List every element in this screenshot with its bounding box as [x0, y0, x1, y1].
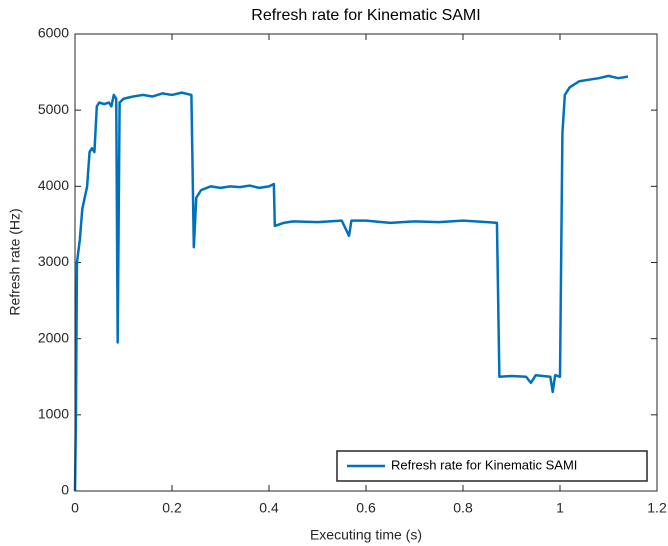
y-tick-label: 0 — [61, 482, 69, 498]
legend-box — [336, 450, 648, 482]
y-axis-label: Refresh rate (Hz) — [7, 208, 23, 315]
y-tick-label: 3000 — [38, 253, 69, 269]
x-tick-label: 0.8 — [453, 500, 473, 516]
y-tick-label: 6000 — [38, 25, 69, 41]
plot-frame — [74, 33, 658, 492]
x-tick-label: 1.2 — [647, 500, 667, 516]
x-tick-label: 0 — [71, 500, 79, 516]
legend-label: Refresh rate for Kinematic SAMI — [391, 457, 577, 472]
y-tick-label: 4000 — [38, 177, 69, 193]
x-tick-label: 1 — [556, 500, 564, 516]
x-tick-label: 0.2 — [162, 500, 182, 516]
x-axis-label: Executing time (s) — [310, 527, 422, 543]
x-tick-label: 0.4 — [259, 500, 279, 516]
y-tick-label: 5000 — [38, 101, 69, 117]
x-tick-label: 0.6 — [356, 500, 376, 516]
data-line — [73, 74, 629, 492]
y-tick-label: 1000 — [38, 406, 69, 422]
y-tick-label: 2000 — [38, 329, 69, 345]
chart-title: Refresh rate for Kinematic SAMI — [251, 7, 480, 24]
